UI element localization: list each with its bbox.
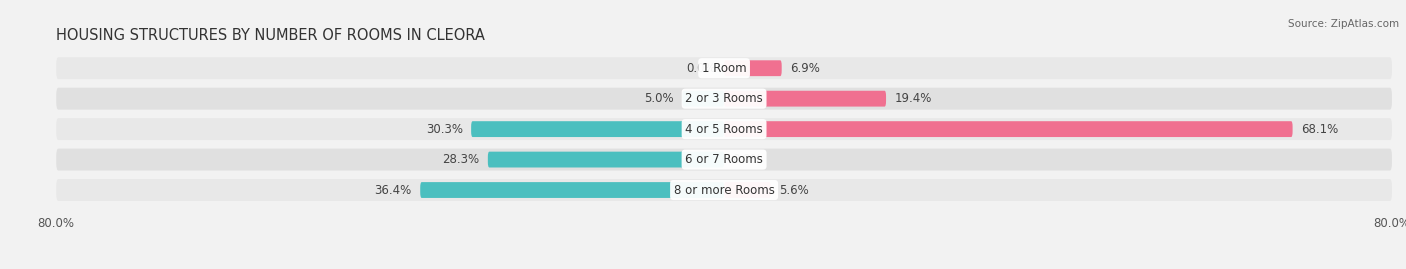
- FancyBboxPatch shape: [56, 88, 1392, 110]
- FancyBboxPatch shape: [724, 121, 1292, 137]
- FancyBboxPatch shape: [682, 91, 724, 107]
- FancyBboxPatch shape: [724, 60, 782, 76]
- FancyBboxPatch shape: [56, 57, 1392, 79]
- Text: 19.4%: 19.4%: [894, 92, 932, 105]
- FancyBboxPatch shape: [56, 148, 1392, 171]
- Text: 68.1%: 68.1%: [1301, 123, 1339, 136]
- Text: 0.0%: 0.0%: [733, 153, 762, 166]
- Text: 6 or 7 Rooms: 6 or 7 Rooms: [685, 153, 763, 166]
- Text: 28.3%: 28.3%: [443, 153, 479, 166]
- Text: 30.3%: 30.3%: [426, 123, 463, 136]
- Text: 8 or more Rooms: 8 or more Rooms: [673, 183, 775, 197]
- Text: Source: ZipAtlas.com: Source: ZipAtlas.com: [1288, 19, 1399, 29]
- Text: 5.0%: 5.0%: [644, 92, 673, 105]
- Text: 4 or 5 Rooms: 4 or 5 Rooms: [685, 123, 763, 136]
- Text: 5.6%: 5.6%: [779, 183, 808, 197]
- Text: HOUSING STRUCTURES BY NUMBER OF ROOMS IN CLEORA: HOUSING STRUCTURES BY NUMBER OF ROOMS IN…: [56, 28, 485, 43]
- Text: 36.4%: 36.4%: [374, 183, 412, 197]
- FancyBboxPatch shape: [56, 179, 1392, 201]
- Text: 6.9%: 6.9%: [790, 62, 820, 75]
- Legend: Owner-occupied, Renter-occupied: Owner-occupied, Renter-occupied: [595, 266, 853, 269]
- FancyBboxPatch shape: [724, 182, 770, 198]
- FancyBboxPatch shape: [488, 152, 724, 168]
- Text: 2 or 3 Rooms: 2 or 3 Rooms: [685, 92, 763, 105]
- Text: 1 Room: 1 Room: [702, 62, 747, 75]
- FancyBboxPatch shape: [420, 182, 724, 198]
- FancyBboxPatch shape: [471, 121, 724, 137]
- FancyBboxPatch shape: [56, 118, 1392, 140]
- FancyBboxPatch shape: [724, 91, 886, 107]
- Text: 0.0%: 0.0%: [686, 62, 716, 75]
